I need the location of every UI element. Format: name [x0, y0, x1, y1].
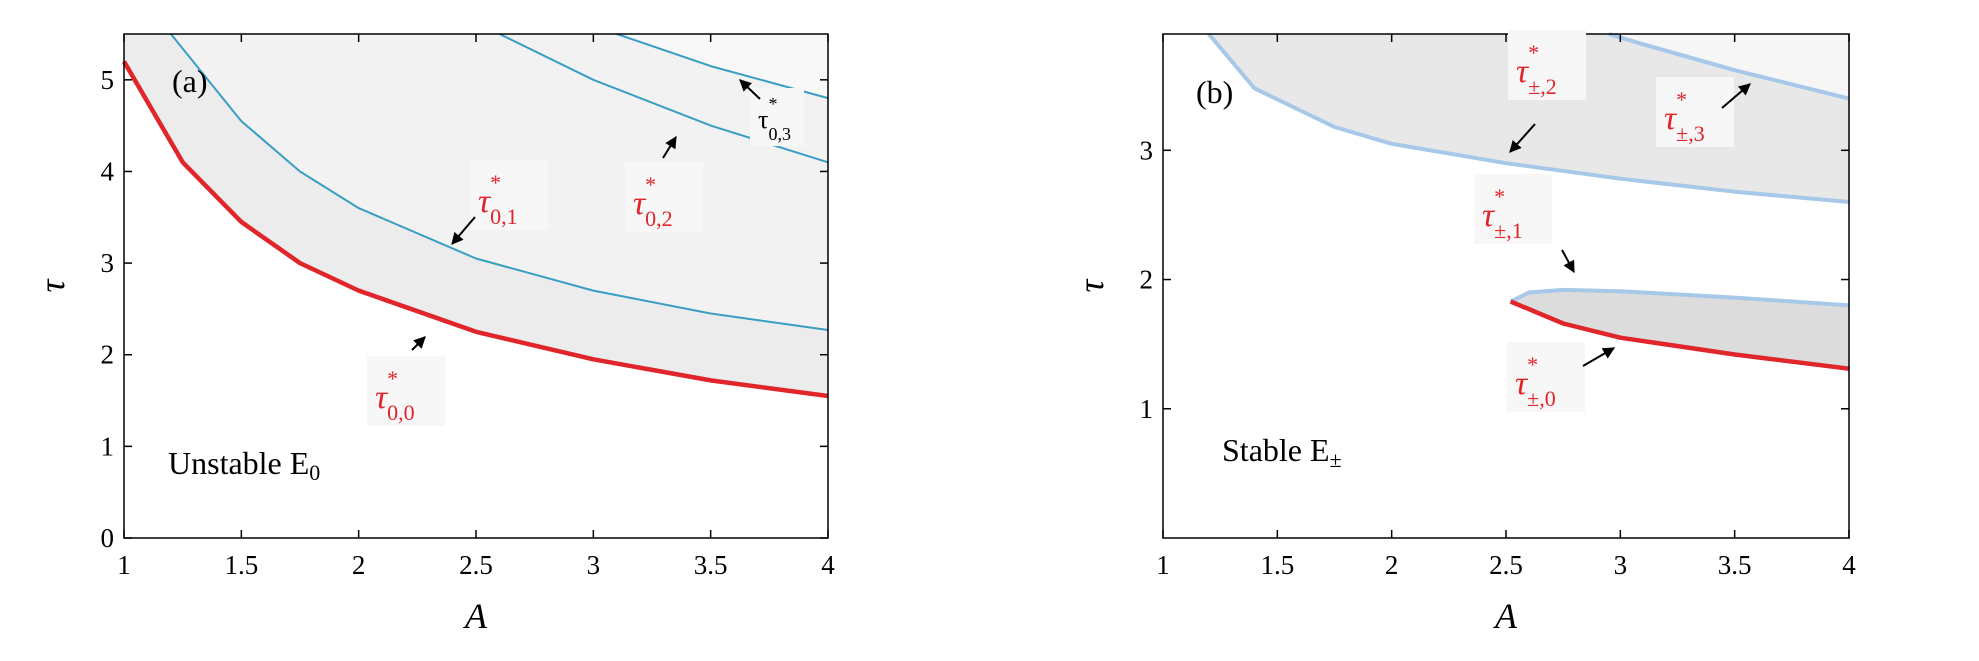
series-label-star: *: [1494, 184, 1505, 209]
label-box: [367, 356, 445, 426]
series-label: τ* ±,1: [1482, 184, 1523, 243]
series-label-sub: 0,1: [490, 204, 518, 229]
series-label-star: *: [490, 170, 501, 195]
region-label: Stable E±: [1222, 432, 1342, 472]
series-label-tau: τ: [1482, 197, 1496, 234]
y-tick-label: 1: [1140, 394, 1154, 424]
x-tick-label: 4: [821, 550, 835, 580]
label-box: [1656, 77, 1734, 147]
region-label-sub: ±: [1330, 447, 1342, 472]
series-line-0,1: [170, 33, 829, 331]
label-box: [1474, 174, 1552, 244]
y-tick-label: 2: [1140, 265, 1154, 295]
panel-letter: (b): [1196, 74, 1233, 110]
x-tick-label: 2: [1385, 550, 1399, 580]
x-tick-label: 1.5: [224, 550, 258, 580]
series-label-sub: ±,2: [1528, 74, 1557, 99]
top-region: [616, 34, 828, 99]
x-tick-label: 2: [352, 550, 366, 580]
series-label-tau: τ: [1516, 53, 1530, 90]
y-tick-label: 1: [101, 431, 115, 461]
upper-unstable-region: [1208, 34, 1849, 202]
label-box: [1507, 342, 1585, 412]
series-line-0,0: [122, 60, 829, 399]
y-tick-label: 3: [1140, 135, 1154, 165]
y-tick-label: 2: [101, 340, 115, 370]
label-arrow: [1561, 249, 1575, 274]
y-tick-label: 4: [101, 156, 115, 186]
series-label-tau: τ: [478, 183, 492, 220]
series-label-tau: τ: [375, 379, 389, 416]
series-line-0,3: [616, 33, 829, 100]
series-label-tau: τ: [758, 105, 768, 134]
x-tick-label: 1.5: [1260, 550, 1294, 580]
series-label-sub: 0,2: [645, 206, 673, 231]
series-label: τ* 0,1: [478, 170, 518, 229]
series-line-±,1: [1509, 287, 1850, 308]
label-box: [1508, 30, 1586, 100]
lower-unstable-region: [1510, 289, 1849, 369]
series-label: τ* ±,3: [1664, 87, 1705, 146]
label-arrow: [1582, 347, 1616, 367]
region-label-main: Stable E: [1222, 432, 1330, 468]
x-tick-label: 3.5: [1718, 550, 1752, 580]
series-line-±,3: [1608, 32, 1850, 101]
series-label: τ* ±,2: [1516, 40, 1557, 99]
region-label-sub: 0: [309, 460, 320, 485]
series-label-tau: τ: [1664, 100, 1678, 137]
x-axis-label: A: [463, 596, 488, 636]
label-arrow: [662, 135, 677, 159]
series-label-star: *: [645, 172, 656, 197]
series-line-±,2: [1207, 32, 1850, 204]
series-label: τ* 0,3: [758, 94, 791, 144]
x-axis-label: A: [1493, 596, 1518, 636]
y-axis-label: τ: [1071, 278, 1111, 292]
series-label-sub: ±,1: [1494, 218, 1523, 243]
label-box: [625, 162, 703, 232]
series-label-sub: 0,3: [768, 124, 791, 144]
series-label-sub: ±,3: [1676, 121, 1705, 146]
x-tick-label: 3: [587, 550, 601, 580]
series-label-star: *: [387, 366, 398, 391]
series-label-sub: ±,0: [1527, 386, 1556, 411]
series-label: τ* 0,2: [633, 172, 673, 231]
y-tick-label: 3: [101, 248, 115, 278]
region-label-main: Unstable E: [168, 445, 309, 481]
label-box: [470, 160, 548, 230]
label-arrow: [739, 79, 761, 100]
series-label-star: *: [1527, 352, 1538, 377]
label-arrow: [411, 336, 426, 351]
label-arrow: [451, 216, 476, 245]
x-tick-label: 4: [1842, 550, 1856, 580]
x-tick-label: 3: [1614, 550, 1628, 580]
x-tick-label: 3.5: [694, 550, 728, 580]
x-tick-label: 1: [117, 550, 131, 580]
series-label-sub: 0,0: [387, 400, 415, 425]
series-label-star: *: [768, 94, 777, 114]
series-label-star: *: [1528, 40, 1539, 65]
x-tick-label: 2.5: [1489, 550, 1523, 580]
label-arrow: [1721, 83, 1751, 109]
region-label: Unstable E0: [168, 445, 320, 485]
y-axis-label: τ: [32, 278, 72, 292]
panel-letter: (a): [172, 63, 208, 99]
x-tick-label: 2.5: [459, 550, 493, 580]
series-label: τ* 0,0: [375, 366, 415, 425]
series-label-tau: τ: [1515, 365, 1529, 402]
series-label: τ* ±,0: [1515, 352, 1556, 411]
series-label-star: *: [1676, 87, 1687, 112]
label-arrow: [1509, 123, 1536, 153]
y-tick-label: 0: [101, 523, 115, 553]
x-tick-label: 1: [1156, 550, 1170, 580]
y-tick-label: 5: [101, 65, 115, 95]
series-label-tau: τ: [633, 185, 647, 222]
series-line-±,0: [1509, 299, 1850, 371]
